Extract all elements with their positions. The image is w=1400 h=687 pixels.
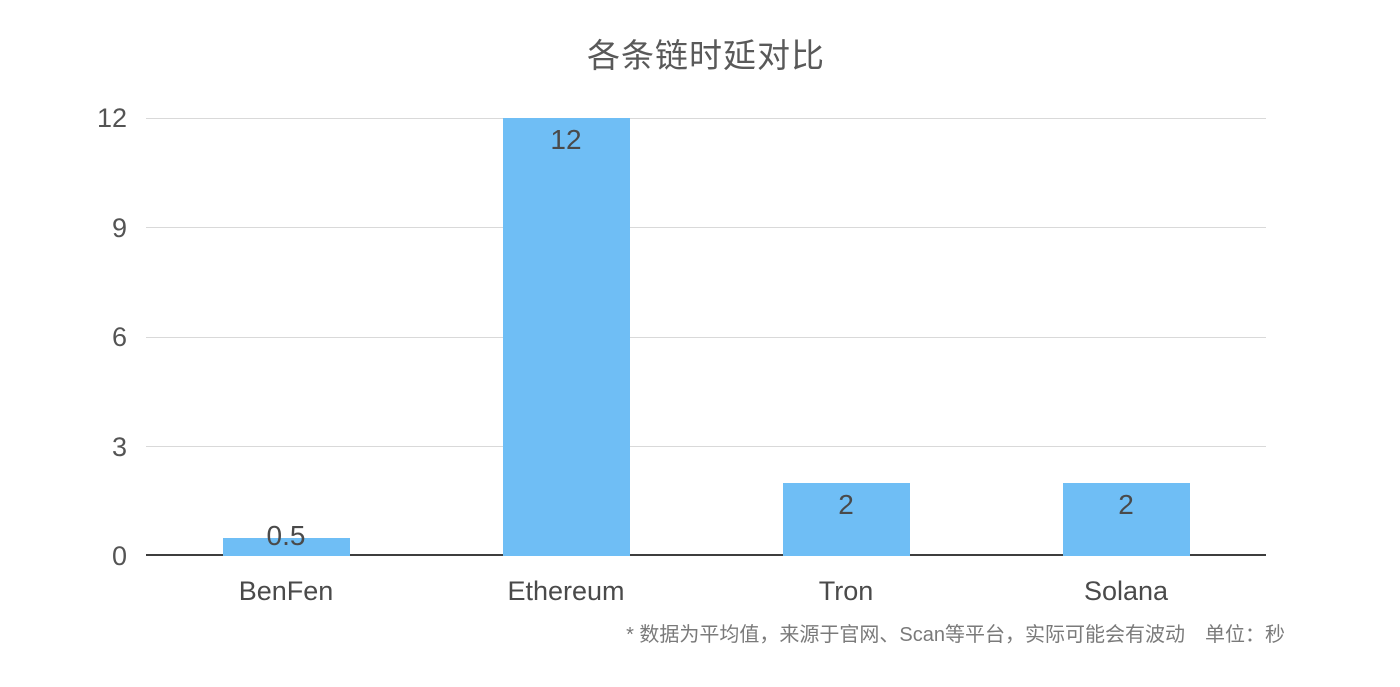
plot-area: 0 3 6 9 12 0.5 BenFen 12 Ethereum 2 Tron 2 Solana: [97, 104, 1266, 605]
bar-ethereum: [502, 118, 630, 556]
bar-benfen: [222, 537, 350, 556]
y-axis-tick-label: 12: [96, 103, 127, 133]
bar-value-label: 12: [550, 124, 582, 155]
bar-value-label: 0.5: [266, 519, 306, 551]
gridline: [146, 336, 1266, 338]
y-axis-tick-label: 0: [111, 541, 127, 571]
gridline: [146, 117, 1266, 119]
gridline: [146, 446, 1266, 447]
gridline: [146, 227, 1266, 228]
x-axis-category-label: BenFen: [238, 576, 334, 606]
y-axis-tick-label: 6: [111, 322, 127, 352]
x-axis-category-label: Solana: [1083, 576, 1169, 606]
y-axis-tick-label: 9: [111, 212, 127, 243]
chart-footnote: * 数据为平均值，来源于官网、Scan等平台，实际可能会有波动 单位：秒: [626, 624, 1285, 646]
chart-title: 各条链时延对比: [587, 37, 825, 74]
x-axis-category-label: Tron: [818, 576, 874, 606]
x-axis-category-label: Ethereum: [507, 576, 625, 606]
bar-solana: [1062, 483, 1190, 556]
y-axis-tick-label: 3: [111, 431, 127, 462]
x-axis-line: [146, 554, 1266, 556]
bar-value-label: 2: [1118, 489, 1134, 520]
bar-value-label: 2: [838, 489, 854, 520]
bar-tron: [782, 483, 910, 556]
